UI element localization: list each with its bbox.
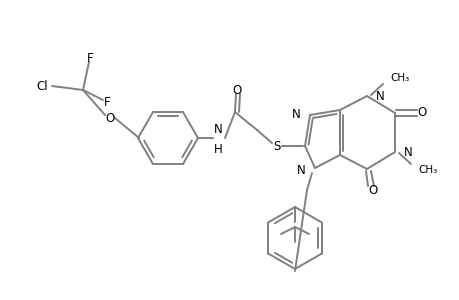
Text: O: O <box>232 83 241 97</box>
Text: N: N <box>297 164 305 176</box>
Text: Cl: Cl <box>36 80 48 92</box>
Text: F: F <box>103 97 110 110</box>
Text: CH₃: CH₃ <box>417 165 437 175</box>
Text: N: N <box>403 146 412 158</box>
Text: S: S <box>273 140 280 152</box>
Text: O: O <box>416 106 425 119</box>
Text: H: H <box>213 143 222 156</box>
Text: O: O <box>105 112 114 124</box>
Text: N: N <box>291 109 300 122</box>
Text: N: N <box>213 123 222 136</box>
Text: N: N <box>375 89 384 103</box>
Text: F: F <box>86 52 93 64</box>
Text: O: O <box>368 184 377 197</box>
Text: CH₃: CH₃ <box>389 73 409 83</box>
